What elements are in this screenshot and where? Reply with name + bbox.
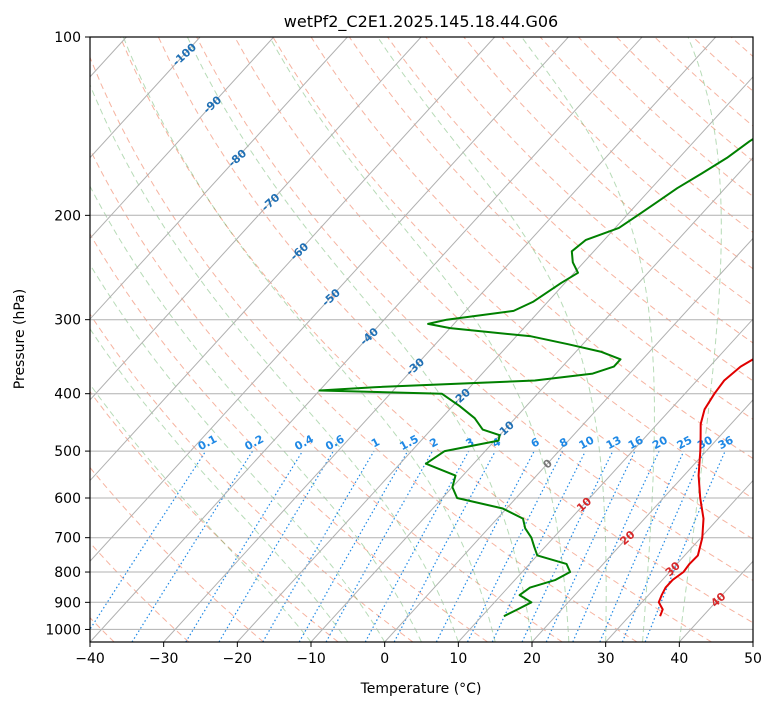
y-axis-title: Pressure (hPa) (12, 289, 28, 389)
moist-adiabat-line (678, 37, 722, 642)
y-tick-label: 300 (54, 313, 81, 329)
moist-adiabat-line (186, 37, 533, 642)
isotherm-line (163, 37, 717, 642)
mixing-ratio-line (185, 450, 304, 642)
dry-adiabat-line (90, 466, 264, 642)
moist-adiabat-line (377, 37, 607, 642)
mixing-ratio-line (393, 450, 496, 642)
x-tick-label: 10 (449, 651, 467, 667)
dewpoint-line (318, 137, 753, 618)
mixing-ratio-line (621, 450, 705, 642)
isotherm-line (90, 37, 348, 320)
mixing-ratio-line (90, 450, 207, 631)
y-tick-label: 200 (54, 208, 81, 224)
dry-adiabat-line (90, 233, 488, 642)
plot-background (90, 37, 753, 642)
sounding-series (318, 137, 753, 618)
isotherm-line (384, 237, 753, 642)
mixing-ratio-label: 16 (626, 433, 646, 452)
x-tick-label: −10 (296, 651, 326, 667)
dry-adiabat-line (272, 37, 753, 499)
dry-adiabat-line (387, 37, 753, 382)
x-tick-label: −40 (75, 651, 105, 667)
x-axis-title: Temperature (°C) (360, 681, 482, 697)
dry-adiabat-line (348, 37, 753, 420)
mixing-ratio-line (599, 450, 685, 642)
isotherm-line (457, 318, 753, 642)
mixing-ratio-label: 36 (716, 433, 736, 452)
moist-adiabat-line (90, 327, 349, 642)
y-tick-label: 700 (54, 531, 81, 547)
moist-adiabat-line (521, 37, 655, 642)
y-tick-label: 800 (54, 565, 81, 581)
x-axis: −40 −30 −20 −10 0 10 20 30 40 50 (75, 642, 762, 667)
moist-adiabat-line (90, 83, 459, 642)
isotherm-line (90, 37, 422, 401)
dry-adiabat-line (310, 37, 753, 460)
mixing-ratio-line (364, 450, 470, 642)
y-tick-label: 100 (54, 30, 81, 46)
mixing-ratio-line (325, 450, 434, 642)
moist-adiabat-line (122, 37, 496, 642)
dry-adiabat-line (90, 542, 190, 642)
y-tick-label: 400 (54, 387, 81, 403)
moist-adiabat-line (90, 185, 422, 642)
dry-adiabat-line (196, 37, 753, 582)
mixing-ratio-label: 13 (604, 433, 624, 452)
mixing-ratio-line (131, 450, 254, 642)
isotherm-line (90, 37, 275, 240)
x-tick-label: 20 (523, 651, 541, 667)
plot-area: -100-90-80-70-60-50-40-30-20-10010203040… (90, 37, 753, 642)
isotherm-line (605, 479, 753, 642)
isotherms (90, 37, 753, 642)
x-tick-label: 50 (744, 651, 762, 667)
plot-frame (89, 36, 754, 643)
moist-adiabat-line (269, 37, 570, 642)
dry-adiabat-line (90, 56, 638, 642)
x-tick-label: 0 (380, 651, 389, 667)
y-tick-label: 1000 (45, 622, 81, 638)
mixing-ratio-line (572, 450, 660, 642)
y-axis: 100 200 300 400 500 600 700 800 900 1000 (45, 30, 90, 638)
dry-adiabat-line (157, 37, 753, 624)
dry-adiabat-line (90, 148, 563, 642)
mixing-ratio-line (466, 450, 564, 642)
isotherm-line (752, 641, 753, 642)
x-tick-label: 40 (670, 651, 688, 667)
mixing-ratio-label: 20 (650, 433, 670, 452)
y-tick-label: 900 (54, 595, 81, 611)
chart-title: wetPf2_C2E1.2025.145.18.44.G06 (284, 12, 558, 32)
isotherm-line (310, 156, 753, 642)
mixing-ratio-label: 25 (675, 433, 695, 452)
moist-adiabat-line (90, 263, 386, 642)
isotherm-line (90, 37, 201, 159)
isotherm-line (236, 76, 753, 642)
isotherm-line (90, 37, 643, 642)
x-tick-label: 30 (597, 651, 615, 667)
mixing-ratio-label: 10 (577, 433, 597, 452)
y-tick-label: 500 (54, 444, 81, 460)
x-tick-label: −30 (149, 651, 179, 667)
isotherm-line (531, 399, 753, 642)
isotherm-line (90, 37, 569, 562)
x-tick-label: −20 (223, 651, 253, 667)
y-tick-label: 600 (54, 491, 81, 507)
temperature-line (657, 358, 753, 617)
isotherm-line (90, 37, 496, 482)
mixing-ratio-lines (90, 450, 726, 642)
